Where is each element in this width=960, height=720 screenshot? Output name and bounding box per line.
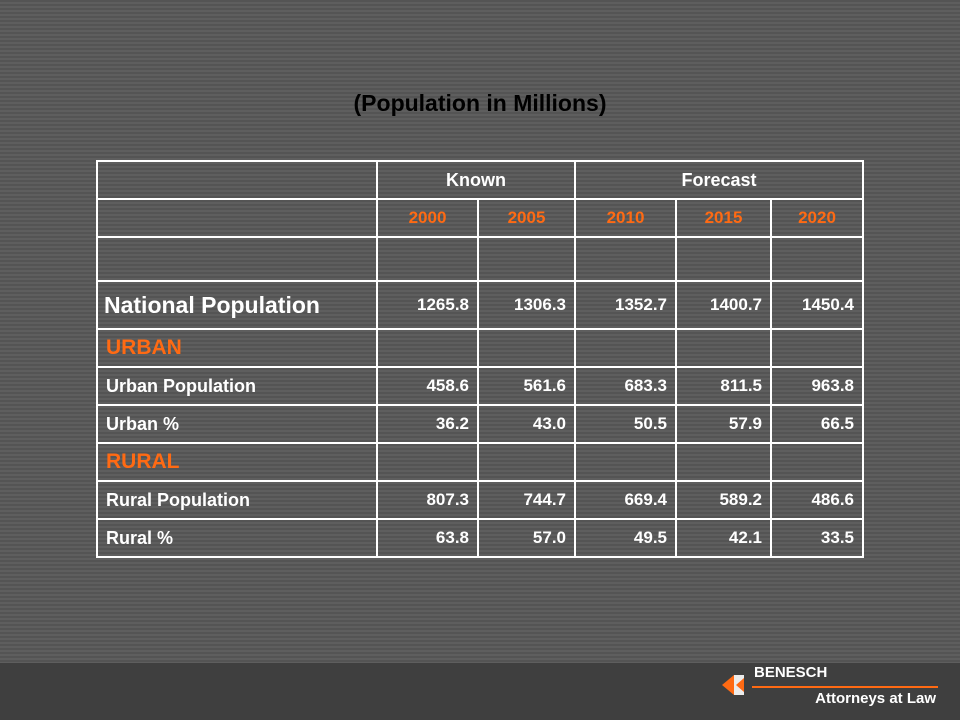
value-cell: 50.5 — [574, 404, 677, 444]
row-label: Urban % — [96, 404, 378, 444]
firm-tagline: Attorneys at Law — [815, 690, 936, 707]
value-cell: 486.6 — [770, 480, 864, 520]
row-label: Rural % — [96, 518, 378, 558]
year-cell: 2000 — [376, 198, 479, 238]
urban-heading-row: URBAN — [96, 328, 864, 368]
value-cell: 811.5 — [675, 366, 772, 406]
year-cell: 2010 — [574, 198, 677, 238]
year-row-label-cell — [96, 198, 378, 238]
empty-cell — [675, 236, 772, 282]
population-table: Known Forecast 2000 2005 2010 2015 2020 … — [96, 160, 864, 558]
empty-cell — [376, 442, 479, 482]
urban-population-row: Urban Population 458.6 561.6 683.3 811.5… — [96, 366, 864, 406]
empty-cell — [770, 442, 864, 482]
empty-cell — [574, 236, 677, 282]
section-heading: RURAL — [96, 442, 378, 482]
value-cell: 1306.3 — [477, 280, 576, 330]
known-header: Known — [376, 160, 576, 200]
corner-cell — [96, 160, 378, 200]
value-cell: 57.9 — [675, 404, 772, 444]
empty-cell — [574, 328, 677, 368]
rural-percent-row: Rural % 63.8 57.0 49.5 42.1 33.5 — [96, 518, 864, 558]
empty-cell — [376, 236, 479, 282]
empty-cell — [770, 328, 864, 368]
year-cell: 2015 — [675, 198, 772, 238]
benesch-logo-icon — [722, 675, 744, 695]
value-cell: 458.6 — [376, 366, 479, 406]
value-cell: 561.6 — [477, 366, 576, 406]
firm-name: BENESCH — [754, 664, 828, 681]
empty-cell — [574, 442, 677, 482]
empty-cell — [770, 236, 864, 282]
forecast-header: Forecast — [574, 160, 864, 200]
row-label: Rural Population — [96, 480, 378, 520]
empty-cell — [675, 442, 772, 482]
year-row: 2000 2005 2010 2015 2020 — [96, 198, 864, 238]
empty-cell — [376, 328, 479, 368]
value-cell: 43.0 — [477, 404, 576, 444]
value-cell: 669.4 — [574, 480, 677, 520]
empty-cell — [96, 236, 378, 282]
value-cell: 744.7 — [477, 480, 576, 520]
empty-cell — [675, 328, 772, 368]
value-cell: 1265.8 — [376, 280, 479, 330]
value-cell: 1352.7 — [574, 280, 677, 330]
row-label: National Population — [96, 280, 378, 330]
rural-heading-row: RURAL — [96, 442, 864, 482]
value-cell: 63.8 — [376, 518, 479, 558]
firm-divider — [752, 686, 938, 688]
value-cell: 66.5 — [770, 404, 864, 444]
value-cell: 49.5 — [574, 518, 677, 558]
value-cell: 33.5 — [770, 518, 864, 558]
section-heading: URBAN — [96, 328, 378, 368]
row-label: Urban Population — [96, 366, 378, 406]
spacer-row — [96, 236, 864, 282]
footer-bar — [0, 663, 960, 720]
empty-cell — [477, 442, 576, 482]
value-cell: 57.0 — [477, 518, 576, 558]
year-cell: 2005 — [477, 198, 576, 238]
value-cell: 807.3 — [376, 480, 479, 520]
value-cell: 589.2 — [675, 480, 772, 520]
empty-cell — [477, 328, 576, 368]
national-population-row: National Population 1265.8 1306.3 1352.7… — [96, 280, 864, 330]
value-cell: 683.3 — [574, 366, 677, 406]
value-cell: 963.8 — [770, 366, 864, 406]
value-cell: 1450.4 — [770, 280, 864, 330]
value-cell: 42.1 — [675, 518, 772, 558]
value-cell: 36.2 — [376, 404, 479, 444]
urban-percent-row: Urban % 36.2 43.0 50.5 57.9 66.5 — [96, 404, 864, 444]
year-cell: 2020 — [770, 198, 864, 238]
slide-title: (Population in Millions) — [353, 90, 607, 116]
empty-cell — [477, 236, 576, 282]
value-cell: 1400.7 — [675, 280, 772, 330]
header-row: Known Forecast — [96, 160, 864, 200]
rural-population-row: Rural Population 807.3 744.7 669.4 589.2… — [96, 480, 864, 520]
